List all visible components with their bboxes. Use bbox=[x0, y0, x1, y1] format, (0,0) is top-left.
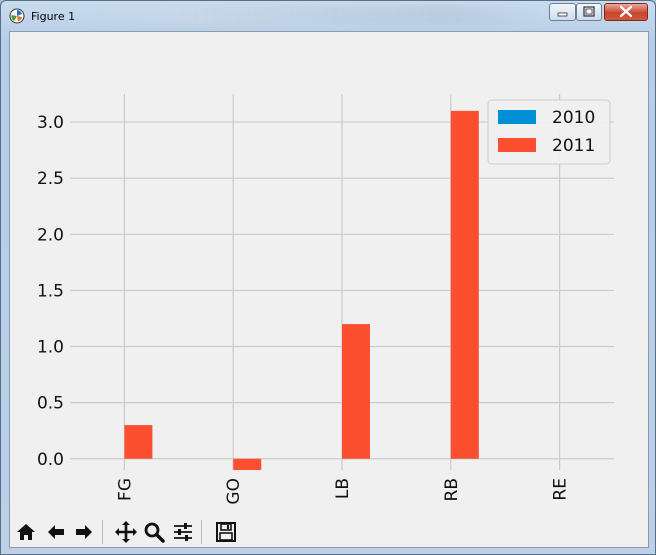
legend-swatch-2011 bbox=[498, 138, 536, 152]
forward-button[interactable] bbox=[70, 518, 98, 546]
background-window-title bbox=[91, 5, 541, 25]
window-title: Figure 1 bbox=[31, 10, 76, 23]
x-tick-label: LB bbox=[333, 478, 353, 499]
y-tick-label: 3.0 bbox=[37, 113, 64, 133]
y-tick-label: 1.5 bbox=[37, 281, 64, 301]
close-button[interactable] bbox=[604, 3, 648, 21]
toolbar-separator bbox=[102, 520, 103, 544]
navigation-toolbar bbox=[10, 516, 650, 548]
configure-subplots-button[interactable] bbox=[169, 518, 197, 546]
x-tick-label: RB bbox=[442, 478, 462, 501]
minimize-icon bbox=[557, 12, 568, 17]
pan-icon bbox=[115, 521, 137, 543]
bar-2011-LB[interactable] bbox=[342, 324, 370, 459]
x-tick-label: RE bbox=[551, 478, 571, 501]
x-tick-label: GO bbox=[224, 478, 244, 505]
save-button[interactable] bbox=[212, 518, 240, 546]
save-icon bbox=[216, 522, 236, 542]
matplotlib-app-icon bbox=[9, 8, 25, 24]
y-tick-label: 1.0 bbox=[37, 338, 64, 358]
y-tick-label: 0.0 bbox=[37, 450, 64, 470]
y-tick-label: 2.5 bbox=[37, 169, 64, 189]
y-tick-label: 2.0 bbox=[37, 225, 64, 245]
configure-subplots-icon bbox=[174, 523, 192, 541]
home-button[interactable] bbox=[12, 518, 40, 546]
home-icon bbox=[17, 524, 35, 540]
x-tick-label: FG bbox=[115, 478, 135, 501]
pan-button[interactable] bbox=[112, 518, 140, 546]
figure-canvas-area: 0.0 0.5 1.0 1.5 2.0 2.5 3.0 FG GO LB RB RE 2010 2011 bbox=[9, 31, 649, 548]
toolbar-separator bbox=[201, 520, 202, 544]
back-arrow-icon bbox=[48, 525, 64, 539]
legend-label-2011: 2011 bbox=[552, 136, 595, 156]
maximize-button[interactable] bbox=[576, 3, 602, 21]
forward-arrow-icon bbox=[76, 525, 92, 539]
y-tick-label: 0.5 bbox=[37, 394, 64, 414]
zoom-button[interactable] bbox=[140, 518, 168, 546]
zoom-icon bbox=[144, 522, 165, 543]
legend-swatch-2010 bbox=[498, 110, 536, 124]
title-bar[interactable]: Figure 1 bbox=[1, 1, 655, 31]
bar-2011-RB[interactable] bbox=[450, 110, 479, 459]
legend-label-2010: 2010 bbox=[552, 108, 595, 128]
bar-2011-FG[interactable] bbox=[124, 425, 153, 459]
plot-canvas[interactable]: 0.0 0.5 1.0 1.5 2.0 2.5 3.0 FG GO LB RB RE 2010 2011 bbox=[10, 32, 648, 516]
minimize-button[interactable] bbox=[549, 3, 576, 21]
maximize-icon bbox=[583, 6, 595, 17]
back-button[interactable] bbox=[42, 518, 70, 546]
close-icon bbox=[619, 5, 633, 18]
bar-2011-GO[interactable] bbox=[233, 458, 262, 470]
